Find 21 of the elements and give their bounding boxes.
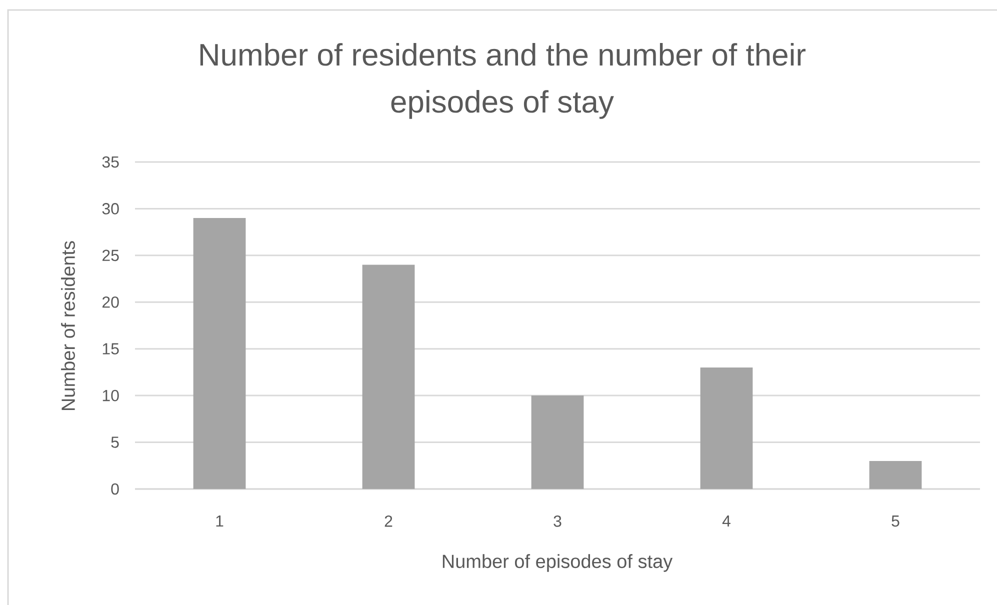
x-tick-label: 1: [216, 516, 224, 527]
bar: [869, 460, 922, 489]
y-tick-label: 5: [111, 436, 119, 448]
y-tick-label: 0: [111, 483, 119, 495]
y-tick-label: 25: [102, 250, 119, 262]
x-tick-label: 4: [722, 516, 730, 527]
y-tick-label: 10: [102, 390, 119, 402]
bar: [531, 396, 584, 489]
x-axis-title: Number of episodes of stay: [442, 554, 673, 572]
bar: [362, 264, 415, 489]
y-tick-label: 20: [102, 296, 119, 308]
y-tick-label: 30: [102, 203, 119, 214]
y-tick-label: 35: [102, 156, 119, 168]
chart-title: Number of residents and the number of their episodes of stay: [200, 43, 806, 119]
x-tick-label: 3: [554, 516, 562, 527]
x-tick-label: 5: [892, 516, 900, 527]
bar: [193, 218, 246, 489]
y-axis-title: Number of residents: [61, 241, 75, 410]
y-tick-label: 15: [102, 343, 119, 354]
x-tick-label: 2: [384, 516, 392, 527]
bar: [700, 368, 753, 489]
